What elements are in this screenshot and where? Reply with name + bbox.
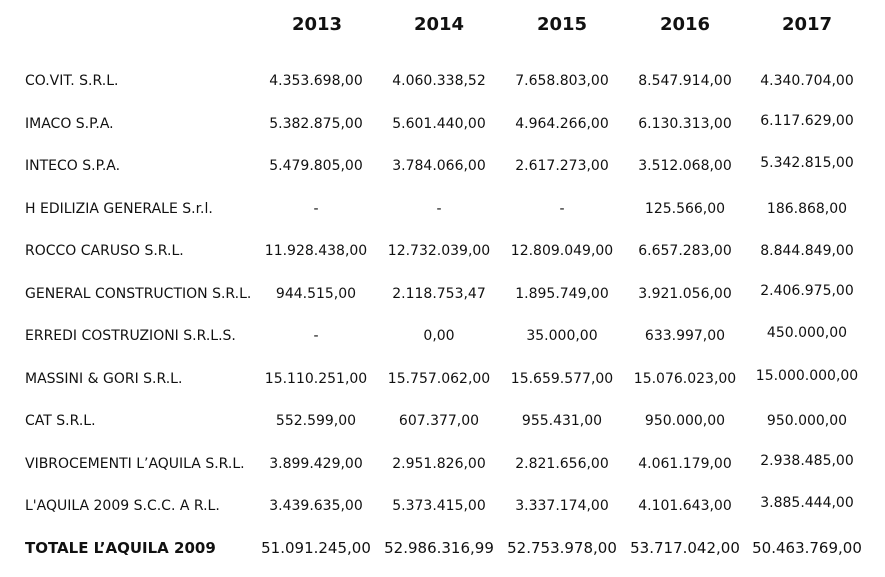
value-2015: 3.337.174,00 [515, 498, 609, 514]
company-name: INTECO S.P.A. [25, 158, 121, 174]
year-header-2016: 2016 [659, 14, 711, 35]
value-2017: 2.406.975,00 [760, 283, 854, 299]
company-name: ROCCO CARUSO S.R.L. [25, 243, 184, 259]
value-2013: - [313, 328, 319, 344]
total-2013: 51.091.245,00 [261, 539, 371, 557]
company-name: MASSINI & GORI S.R.L. [25, 371, 183, 387]
company-name: CO.VIT. S.R.L. [25, 73, 119, 89]
table-row: IMACO S.P.A. 5.382.875,00 5.601.440,00 4… [0, 113, 885, 138]
value-2016: 15.076.023,00 [633, 371, 737, 387]
value-2016: 6.657.283,00 [638, 243, 732, 259]
value-2014: 5.601.440,00 [392, 116, 486, 132]
total-2014: 52.986.316,99 [384, 539, 494, 557]
value-2017: 2.938.485,00 [760, 453, 854, 469]
value-2015: 1.895.749,00 [515, 286, 609, 302]
value-2016: 4.101.643,00 [638, 498, 732, 514]
total-row: TOTALE L’AQUILA 2009 51.091.245,00 52.98… [0, 539, 885, 561]
value-2017: 4.340.704,00 [760, 73, 854, 89]
value-2013: 3.439.635,00 [269, 498, 363, 514]
value-2014: 15.757.062,00 [387, 371, 491, 387]
total-label: TOTALE L’AQUILA 2009 [25, 539, 216, 557]
table-row: CO.VIT. S.R.L. 4.353.698,00 4.060.338,52… [0, 73, 885, 95]
value-2013: 15.110.251,00 [264, 371, 368, 387]
value-2014: 12.732.039,00 [387, 243, 491, 259]
value-2014: - [436, 201, 442, 217]
table-row: ERREDI COSTRUZIONI S.R.L.S. - 0,00 35.00… [0, 325, 885, 350]
value-2016: 3.921.056,00 [638, 286, 732, 302]
value-2016: 125.566,00 [644, 201, 726, 217]
value-2017: 450.000,00 [766, 325, 848, 341]
value-2014: 0,00 [423, 328, 455, 344]
total-2015: 52.753.978,00 [507, 539, 617, 557]
value-2013: 5.382.875,00 [269, 116, 363, 132]
value-2017: 186.868,00 [766, 201, 848, 217]
company-name: H EDILIZIA GENERALE S.r.l. [25, 201, 213, 217]
value-2013: 5.479.805,00 [269, 158, 363, 174]
value-2014: 5.373.415,00 [392, 498, 486, 514]
value-2016: 633.997,00 [644, 328, 726, 344]
table-row: MASSINI & GORI S.R.L. 15.110.251,00 15.7… [0, 368, 885, 393]
value-2016: 950.000,00 [644, 413, 726, 429]
total-2017: 50.463.769,00 [752, 539, 862, 557]
total-2016: 53.717.042,00 [630, 539, 740, 557]
value-2017: 8.844.849,00 [760, 243, 854, 259]
value-2015: 2.617.273,00 [515, 158, 609, 174]
table-row: INTECO S.P.A. 5.479.805,00 3.784.066,00 … [0, 155, 885, 180]
value-2016: 8.547.914,00 [638, 73, 732, 89]
value-2013: 3.899.429,00 [269, 456, 363, 472]
value-2015: 12.809.049,00 [510, 243, 614, 259]
table-row: ROCCO CARUSO S.R.L. 11.928.438,00 12.732… [0, 243, 885, 265]
table-row: VIBROCEMENTI L’AQUILA S.R.L. 3.899.429,0… [0, 453, 885, 478]
value-2014: 607.377,00 [398, 413, 480, 429]
value-2017: 15.000.000,00 [755, 368, 859, 384]
year-header-2013: 2013 [291, 14, 343, 35]
company-name: VIBROCEMENTI L’AQUILA S.R.L. [25, 456, 245, 472]
company-name: CAT S.R.L. [25, 413, 96, 429]
table-row: L'AQUILA 2009 S.C.C. A R.L. 3.439.635,00… [0, 495, 885, 520]
value-2013: 944.515,00 [275, 286, 357, 302]
value-2015: 4.964.266,00 [515, 116, 609, 132]
value-2015: 15.659.577,00 [510, 371, 614, 387]
value-2015: 955.431,00 [521, 413, 603, 429]
company-name: ERREDI COSTRUZIONI S.R.L.S. [25, 328, 236, 344]
value-2015: 2.821.656,00 [515, 456, 609, 472]
value-2017: 6.117.629,00 [760, 113, 854, 129]
value-2016: 3.512.068,00 [638, 158, 732, 174]
value-2017: 5.342.815,00 [760, 155, 854, 171]
value-2016: 4.061.179,00 [638, 456, 732, 472]
company-name: IMACO S.P.A. [25, 116, 114, 132]
value-2015: 35.000,00 [526, 328, 598, 344]
company-name: L'AQUILA 2009 S.C.C. A R.L. [25, 498, 220, 514]
year-header-2017: 2017 [781, 14, 833, 35]
year-header-2015: 2015 [536, 14, 588, 35]
table-row: GENERAL CONSTRUCTION S.R.L. 944.515,00 2… [0, 283, 885, 308]
company-name: GENERAL CONSTRUCTION S.R.L. [25, 286, 252, 302]
value-2015: 7.658.803,00 [515, 73, 609, 89]
value-2013: 4.353.698,00 [269, 73, 363, 89]
value-2017: 3.885.444,00 [760, 495, 854, 511]
table-row: CAT S.R.L. 552.599,00 607.377,00 955.431… [0, 413, 885, 435]
value-2013: - [313, 201, 319, 217]
value-2016: 6.130.313,00 [638, 116, 732, 132]
year-header-2014: 2014 [413, 14, 465, 35]
value-2013: 11.928.438,00 [264, 243, 368, 259]
value-2014: 2.118.753,47 [392, 286, 486, 302]
table-row: H EDILIZIA GENERALE S.r.l. - - - 125.566… [0, 201, 885, 223]
value-2015: - [559, 201, 565, 217]
value-2014: 2.951.826,00 [392, 456, 486, 472]
value-2017: 950.000,00 [766, 413, 848, 429]
value-2013: 552.599,00 [275, 413, 357, 429]
value-2014: 4.060.338,52 [392, 73, 486, 89]
value-2014: 3.784.066,00 [392, 158, 486, 174]
